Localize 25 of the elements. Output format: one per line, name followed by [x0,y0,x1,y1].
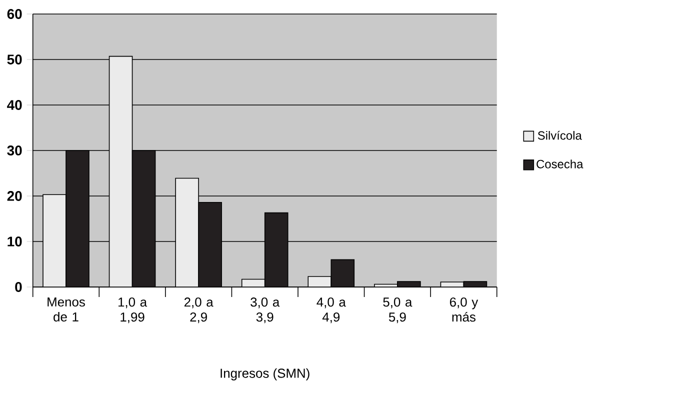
bar [132,150,156,287]
bar [42,194,66,287]
y-tick-label: 0 [15,282,22,292]
legend-label: Silvícola [538,130,582,140]
bar [264,212,288,287]
x-tick-label: 2,0 a 2,9 [184,298,214,324]
bar [108,56,133,287]
legend-label: Cosecha [536,160,584,168]
bar [175,178,199,287]
x-tick-label: 5,0 a 5,9 [383,298,412,324]
x-tick-label: Menos de 1 [48,298,85,322]
x-tick-label: 1,0 a 1,99 [118,298,148,324]
x-tick-label: 4,0 a 4,9 [316,298,346,324]
y-tick-label: 60 [7,9,22,19]
x-axis-title: Ingresos (SMN) [220,368,310,380]
y-tick-label: 50 [7,54,22,64]
y-tick-label: 10 [8,236,22,246]
bar [66,150,90,287]
y-tick-label: 40 [7,100,22,110]
y-tick-label: 30 [7,146,22,156]
x-tick-label: 3,0 a 3,9 [250,298,280,324]
x-tick-label: 6,0 y más [450,298,478,322]
y-tick-label: 20 [7,191,22,201]
bar [198,202,222,287]
bar [330,259,355,287]
